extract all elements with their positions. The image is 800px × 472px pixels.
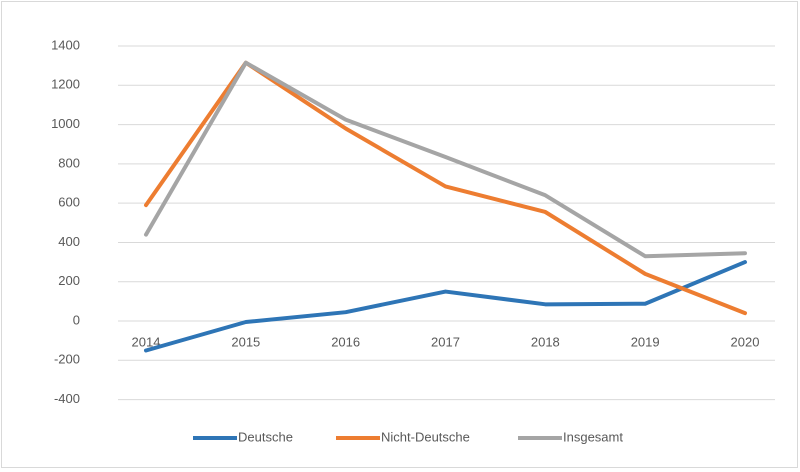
y-tick-label: 0 xyxy=(73,312,80,327)
y-tick-label: 400 xyxy=(58,234,80,249)
legend-label: Insgesamt xyxy=(563,429,623,444)
legend-label: Nicht-Deutsche xyxy=(381,429,470,444)
y-tick-label: 600 xyxy=(58,195,80,210)
x-tick-label: 2015 xyxy=(231,334,260,349)
x-tick-label: 2019 xyxy=(631,334,660,349)
line-series xyxy=(144,60,747,259)
y-tick-label: 1400 xyxy=(51,37,80,52)
y-tick-label: 800 xyxy=(58,155,80,170)
x-tick-label: 2014 xyxy=(132,334,161,349)
x-tick-label: 2016 xyxy=(331,334,360,349)
y-tick-label: 1200 xyxy=(51,77,80,92)
legend-label: Deutsche xyxy=(238,429,293,444)
y-tick-label: 1000 xyxy=(51,116,80,131)
y-tick-label: -400 xyxy=(54,391,80,406)
x-tick-label: 2018 xyxy=(531,334,560,349)
y-tick-label: -200 xyxy=(54,352,80,367)
x-tick-label: 2017 xyxy=(431,334,460,349)
y-tick-label: 200 xyxy=(58,273,80,288)
line-series xyxy=(144,260,747,353)
x-tick-label: 2020 xyxy=(731,334,760,349)
